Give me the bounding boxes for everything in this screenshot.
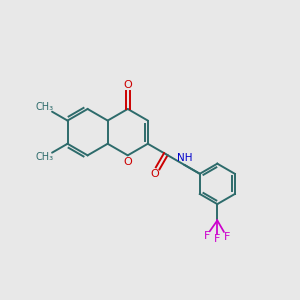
Text: F: F bbox=[203, 231, 210, 241]
Text: O: O bbox=[123, 80, 132, 90]
Text: CH₃: CH₃ bbox=[35, 152, 53, 162]
Text: NH: NH bbox=[177, 153, 192, 163]
Text: O: O bbox=[123, 157, 132, 167]
Text: O: O bbox=[150, 169, 159, 179]
Text: CH₃: CH₃ bbox=[35, 102, 53, 112]
Text: F: F bbox=[214, 234, 220, 244]
Text: F: F bbox=[224, 232, 230, 242]
